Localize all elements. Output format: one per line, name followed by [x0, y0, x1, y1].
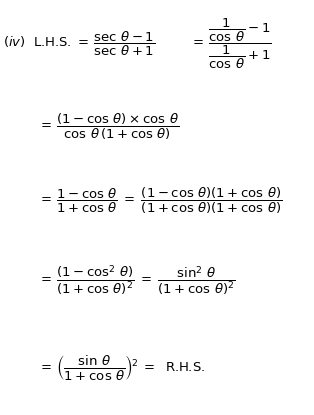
Text: $=\,\dfrac{(1-\cos\,\theta)\times\cos\,\theta}{\cos\,\theta\,(1+\cos\,\theta)}$: $=\,\dfrac{(1-\cos\,\theta)\times\cos\,\…: [38, 112, 179, 142]
Text: $(iv)$  L.H.S. $=\,\dfrac{\sec\,\theta-1}{\sec\,\theta+1}$: $(iv)$ L.H.S. $=\,\dfrac{\sec\,\theta-1}…: [3, 29, 155, 58]
Text: $=\,\dfrac{1-\cos\,\theta}{1+\cos\,\theta}\;=\;\dfrac{(1-\cos\,\theta)(1+\cos\,\: $=\,\dfrac{1-\cos\,\theta}{1+\cos\,\thet…: [38, 186, 282, 216]
Text: $=\,\left(\dfrac{\sin\,\theta}{1+\cos\,\theta}\right)^{\!2}\;=\;$ R.H.S.: $=\,\left(\dfrac{\sin\,\theta}{1+\cos\,\…: [38, 353, 205, 382]
Text: $=\,\dfrac{\dfrac{1}{\cos\,\theta}-1}{\dfrac{1}{\cos\,\theta}+1}$: $=\,\dfrac{\dfrac{1}{\cos\,\theta}-1}{\d…: [190, 16, 271, 71]
Text: $=\,\dfrac{(1-\cos^2\,\theta)}{(1+\cos\,\theta)^2}\;=\;\dfrac{\sin^2\,\theta}{(1: $=\,\dfrac{(1-\cos^2\,\theta)}{(1+\cos\,…: [38, 263, 236, 297]
